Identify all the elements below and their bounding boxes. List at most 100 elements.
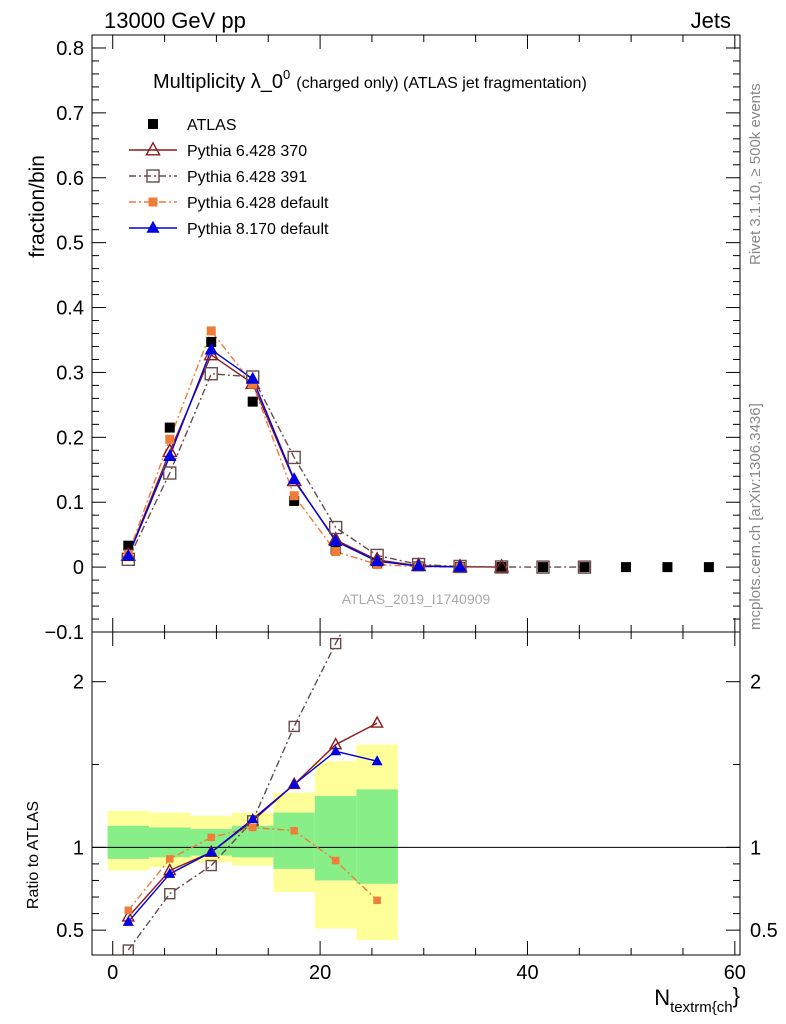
data-point xyxy=(536,560,550,574)
data-point xyxy=(205,859,217,872)
ratio-frame xyxy=(91,631,741,956)
x-tick-label: 40 xyxy=(516,962,538,984)
y-tick-label: 0.8 xyxy=(56,38,84,60)
data-point xyxy=(579,562,590,573)
data-point xyxy=(205,846,217,857)
data-point xyxy=(331,547,341,557)
y-tick-label: 0.7 xyxy=(56,103,84,125)
data-point xyxy=(287,472,301,485)
data-point xyxy=(538,562,549,573)
mcplots-label: mcplots.cern.ch [arXiv:1306.3436] xyxy=(747,403,764,630)
data-point xyxy=(494,560,509,574)
y-tick-label: 0.6 xyxy=(56,168,84,190)
x-axis-label-tail: } xyxy=(733,983,740,1008)
data-point xyxy=(247,396,258,407)
data-point xyxy=(703,562,714,573)
data-point xyxy=(453,559,467,572)
data-point xyxy=(145,141,161,156)
data-point xyxy=(373,896,381,905)
data-point xyxy=(148,119,158,129)
legend-label: Pythia 6.428 default xyxy=(187,195,329,212)
ratio-y-tick-label-right: 0.5 xyxy=(750,920,778,942)
data-point xyxy=(662,562,673,573)
data-point xyxy=(331,856,340,865)
ratio-y-tick-label: 1 xyxy=(73,837,84,859)
legend-label: Pythia 6.428 370 xyxy=(187,143,307,160)
y-tick-label: 0.3 xyxy=(56,362,84,384)
title-superscript: 0 xyxy=(283,67,290,82)
title-rest: (charged only) (ATLAS jet fragmentation) xyxy=(296,75,587,92)
data-point xyxy=(121,548,135,561)
ratio-panel: Ratio to ATLAS Ntextrm{ch} 0.5 0.51 12 20 20… xyxy=(25,631,778,1016)
data-point xyxy=(329,533,343,546)
data-point xyxy=(207,833,215,842)
y-tick-label: 0.1 xyxy=(56,492,84,514)
ratio-y-tick-label-right: 2 xyxy=(750,672,761,694)
data-point xyxy=(577,560,592,574)
series-line xyxy=(127,372,585,568)
data-point xyxy=(330,745,342,756)
uncertainty-bands xyxy=(107,744,398,941)
data-point xyxy=(288,778,300,789)
data-point xyxy=(411,558,426,571)
data-point xyxy=(496,562,507,573)
data-point xyxy=(124,906,133,915)
x-axis-label-main: N xyxy=(654,985,670,1010)
header-category: Jets xyxy=(691,8,731,33)
rivet-label: Rivet 3.1.10, ≥ 500k events xyxy=(747,83,764,265)
series-line xyxy=(127,353,502,568)
title-main: Multiplicity λ_0 xyxy=(153,71,283,93)
data-point xyxy=(370,554,384,567)
data-point xyxy=(620,562,631,573)
data-point xyxy=(248,823,257,832)
data-point xyxy=(166,855,174,863)
x-tick-label: 60 xyxy=(724,962,746,984)
main-series-group xyxy=(120,326,714,574)
data-point xyxy=(146,220,160,233)
legend-label: ATLAS xyxy=(187,117,237,134)
green-band xyxy=(149,827,191,858)
data-point xyxy=(289,491,299,501)
ratio-series-group xyxy=(121,632,384,955)
data-point xyxy=(165,434,175,444)
ratio-y-tick-label: 0.5 xyxy=(56,920,84,942)
ratio-y-tick-label-right: 1 xyxy=(750,837,761,859)
plot-title: Multiplicity λ_00 (charged only) (ATLAS j… xyxy=(153,67,587,93)
data-point xyxy=(122,944,134,955)
header-energy: 13000 GeV pp xyxy=(104,8,246,33)
ratio-y-tick-label: 2 xyxy=(73,672,84,694)
x-tick-label: 20 xyxy=(309,962,331,984)
y-tick-label: −0.1 xyxy=(45,622,84,644)
ratio-y-axis-label: Ratio to ATLAS xyxy=(25,801,42,909)
data-point xyxy=(204,342,218,355)
data-point xyxy=(493,558,510,573)
data-point xyxy=(247,813,259,824)
y-tick-label: 0.2 xyxy=(56,427,84,449)
x-axis-label-subscript: textrm{ch xyxy=(670,999,733,1016)
y-tick-label: 0.5 xyxy=(56,233,84,255)
y-tick-label: 0 xyxy=(73,557,84,579)
green-band xyxy=(356,789,398,884)
legend-label: Pythia 6.428 391 xyxy=(187,169,307,186)
x-tick-label: 0 xyxy=(107,962,118,984)
main-panel: fraction/bin Multiplicity λ_00(charged o… xyxy=(26,34,741,644)
data-point xyxy=(370,715,384,728)
data-point xyxy=(371,755,383,766)
green-band xyxy=(314,795,357,881)
data-point xyxy=(246,371,260,384)
x-axis-label: Ntextrm{ch} xyxy=(654,983,740,1016)
green-band xyxy=(107,825,150,859)
data-point xyxy=(163,448,177,461)
data-point xyxy=(206,326,216,336)
data-point xyxy=(204,367,218,381)
data-point xyxy=(146,169,160,183)
data-point xyxy=(288,720,300,733)
data-point xyxy=(248,379,258,389)
data-point xyxy=(329,637,342,650)
data-point xyxy=(164,888,176,900)
data-point xyxy=(164,422,175,433)
data-point xyxy=(287,450,301,465)
y-axis-label: fraction/bin xyxy=(26,155,49,258)
data-point xyxy=(290,827,298,835)
